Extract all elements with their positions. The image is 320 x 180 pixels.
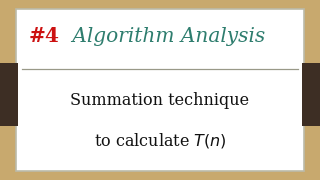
Text: Summation technique: Summation technique — [70, 92, 250, 109]
Text: to calculate $\mathit{T}(n)$: to calculate $\mathit{T}(n)$ — [94, 131, 226, 150]
Text: Algorithm Analysis: Algorithm Analysis — [66, 26, 265, 46]
Text: #4: #4 — [29, 26, 60, 46]
